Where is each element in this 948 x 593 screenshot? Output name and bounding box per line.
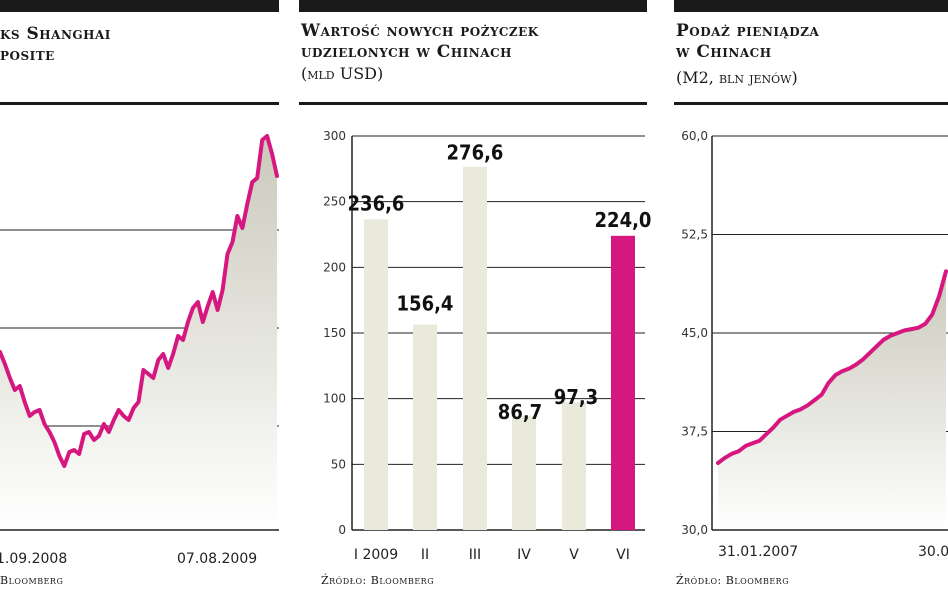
y-tick-label: 50 [331,457,346,471]
panel-title-line-1: Wartość nowych pożyczek [301,21,539,41]
panel-shanghai-composite: ks Shanghai posite Bloomberg [0,0,282,593]
y-tick-label: 300 [323,129,346,143]
y-tick-labels: 30,0 37,5 45,0 52,5 60,0 [681,129,708,537]
gridlines [352,135,645,465]
data-label: 224,0 [595,208,652,232]
source-note: Bloomberg [0,574,63,587]
shanghai-area-fill [0,136,277,530]
header-rule [0,102,279,105]
data-label: 156,4 [397,292,454,316]
y-tick-label: 45,0 [681,326,708,340]
x-tick-label: 1.09.2008 [0,551,67,567]
x-tick-labels: I 2009 II III IV V VI [354,547,630,563]
bars [364,166,635,531]
panel-title-line-2: posite [0,45,55,65]
money-supply-area-fill [718,271,946,530]
panel-title-line-2: w Chinach [676,42,772,62]
panel-title-line-1: ks Shanghai [0,24,111,44]
source-note: Źródło: Bloomberg [676,574,790,587]
panel-title-line-2: udzielonych w Chinach [301,42,512,62]
bar [413,324,437,530]
bar [611,235,635,530]
top-bar [674,0,948,12]
panel-title-line-1: Podaż pieniądza [676,21,820,41]
bar [364,219,388,531]
bar [463,166,487,530]
header-rule [674,102,948,105]
bar [562,402,586,530]
x-tick-label: VI [616,547,630,563]
x-tick-label: II [421,547,429,563]
x-tick-label: IV [517,547,531,563]
top-bar [299,0,647,12]
shanghai-index-line [0,134,279,468]
shanghai-chart: 1.09.2008 07.08.2009 [0,134,279,567]
y-tick-label: 250 [323,195,346,209]
panel-money-supply: Podaż pieniądza w Chinach (M2, bln jenów… [664,0,948,593]
x-tick-label: 30.0 [918,544,948,560]
y-tick-label: 52,5 [681,228,708,242]
x-tick-label: III [469,547,481,563]
data-label: 97,3 [554,385,598,409]
data-label: 86,7 [498,400,542,424]
x-tick-label: 07.08.2009 [177,551,257,567]
x-tick-label: V [569,547,579,563]
x-tick-label: 31.01.2007 [718,544,798,560]
x-tick-label: I 2009 [354,547,398,563]
money-supply-line [716,269,948,465]
top-bar [0,0,279,12]
data-label: 236,6 [348,191,405,215]
panel-subtitle: (M2, bln jenów) [676,68,798,87]
y-tick-label: 200 [323,260,346,274]
y-tick-label: 30,0 [681,523,708,537]
y-tick-label: 100 [323,392,346,406]
header-rule [299,102,647,105]
bar [512,416,536,530]
y-tick-label: 37,5 [681,425,708,439]
y-tick-labels: 0 50 100 150 200 250 300 [323,129,346,537]
source-name: Bloomberg [0,574,64,587]
data-labels: 236,6 156,4 276,6 86,7 97,3 224,0 [348,141,652,424]
y-tick-label: 0 [338,523,346,537]
y-tick-label: 150 [323,326,346,340]
y-tick-label: 60,0 [681,129,708,143]
source-note: Źródło: Bloomberg [321,574,435,587]
money-supply-chart: 30,0 37,5 45,0 52,5 60,0 31.01.2007 30.0 [681,129,948,560]
data-label: 276,6 [447,141,504,165]
panel-subtitle: (mld USD) [301,64,384,83]
panel-new-loans: Wartość nowych pożyczek udzielonych w Ch… [299,0,647,593]
